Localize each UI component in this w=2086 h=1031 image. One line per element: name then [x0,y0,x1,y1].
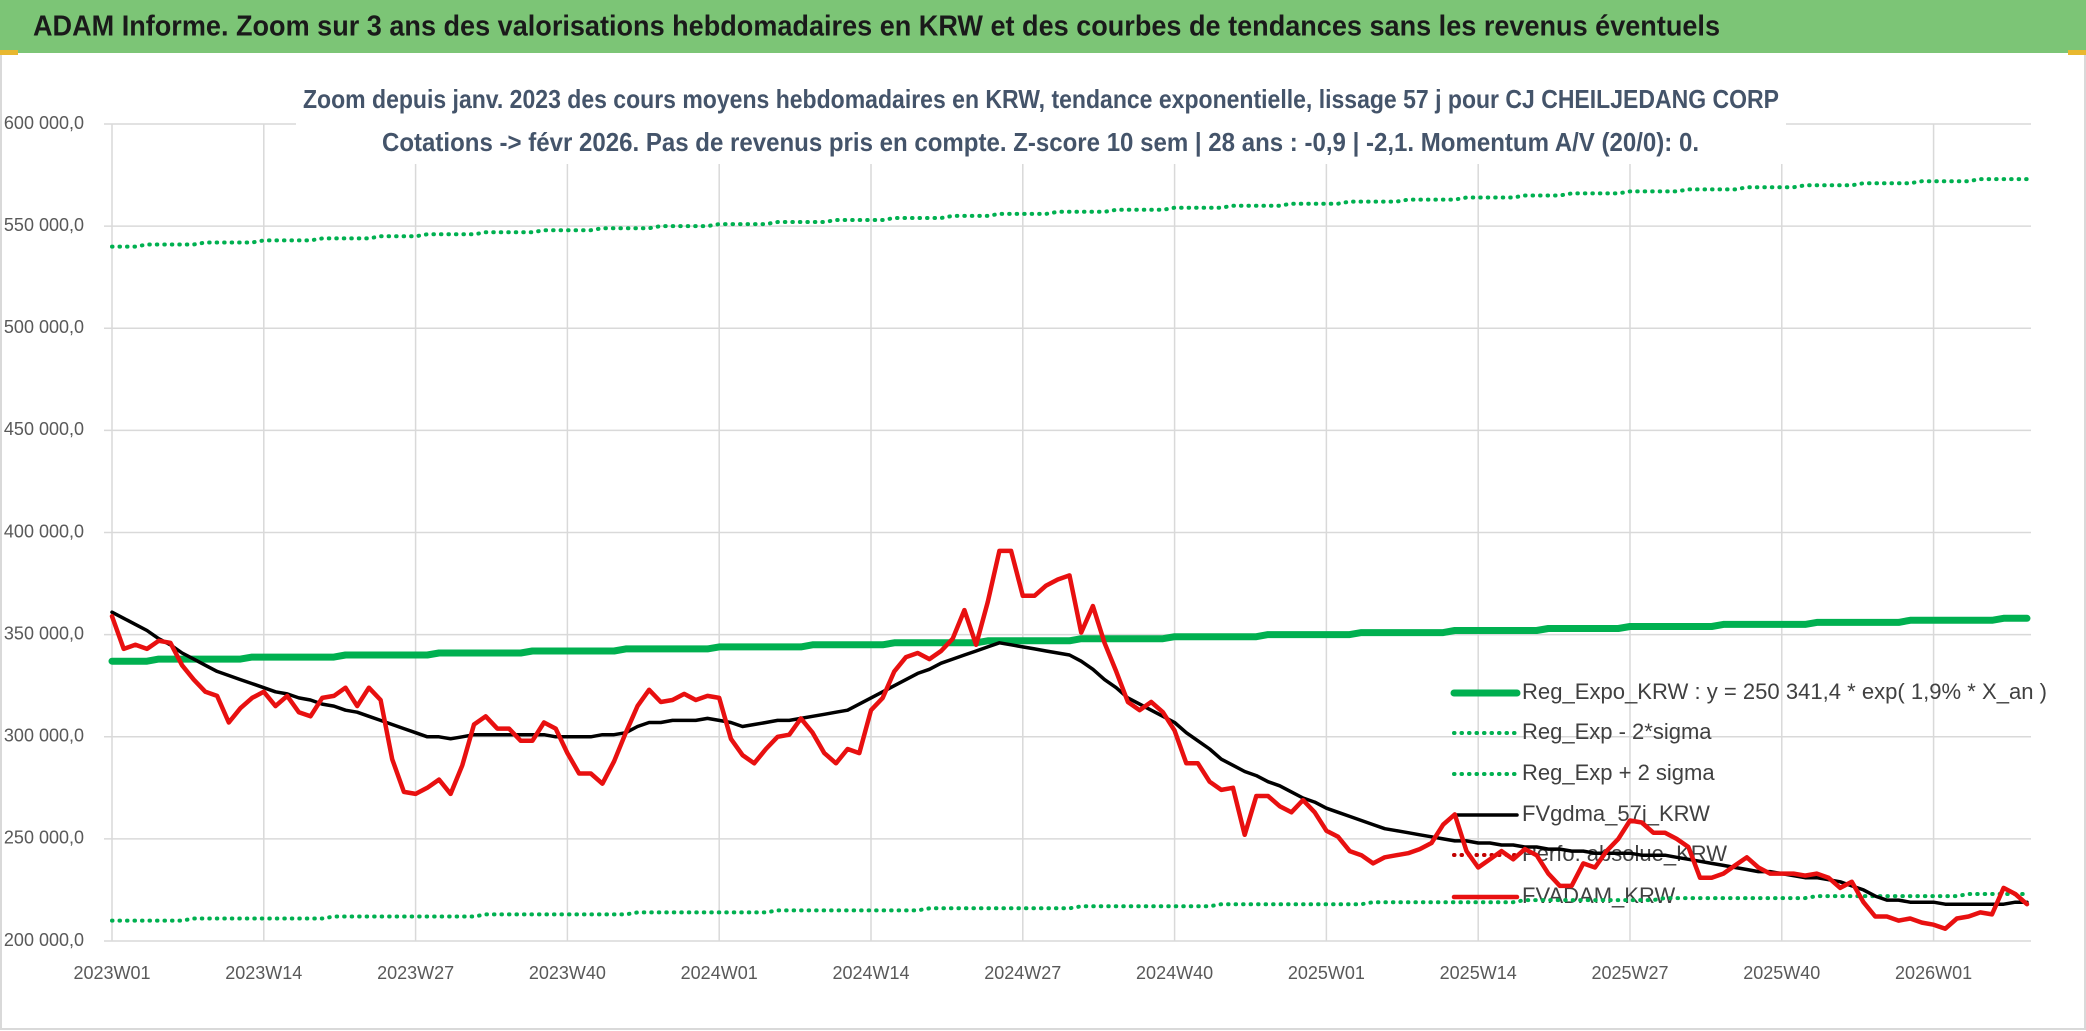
chart-subtitle: Cotations -> févr 2026. Pas de revenus p… [382,127,1699,157]
x-tick-label: 2025W01 [1288,963,1365,983]
corner-accent [2068,50,2086,55]
legend-label: Reg_Expo_KRW : y = 250 341,4 * exp( 1,9%… [1522,679,2047,704]
y-tick-label: 500 000,0 [4,317,84,337]
subtitle-backdrop [296,82,1786,164]
y-tick-label: 450 000,0 [4,419,84,439]
x-tick-label: 2026W01 [1895,963,1972,983]
y-tick-label: 350 000,0 [4,623,84,643]
chart-frame [0,51,2086,1030]
y-tick-label: 300 000,0 [4,726,84,746]
plot-lines [108,177,2031,931]
x-tick-label: 2023W40 [529,963,606,983]
x-tick-label: 2024W27 [984,963,1061,983]
x-tick-label: 2025W27 [1591,963,1668,983]
x-tick-label: 2024W40 [1136,963,1213,983]
x-tick-label: 2023W14 [225,963,302,983]
y-tick-label: 200 000,0 [4,930,84,950]
x-tick-label: 2025W40 [1743,963,1820,983]
corner-accent [0,50,18,55]
series-line [109,548,2030,931]
y-tick-label: 250 000,0 [4,828,84,848]
x-tick-label: 2023W27 [377,963,454,983]
x-tick-label: 2024W14 [832,963,909,983]
chart-subtitle: Zoom depuis janv. 2023 des cours moyens … [303,84,1779,114]
x-tick-label: 2025W14 [1440,963,1517,983]
x-tick-label: 2024W01 [681,963,758,983]
y-tick-label: 600 000,0 [4,113,84,133]
series-line [108,614,2031,665]
legend-label: Reg_Exp - 2*sigma [1522,719,1712,744]
series-line [110,177,2029,249]
x-tick-label: 2023W01 [73,963,150,983]
legend-label: FVADAM_KRW [1522,883,1675,908]
legend-label: Reg_Exp + 2 sigma [1522,760,1715,785]
y-tick-label: 550 000,0 [4,215,84,235]
series-line [110,610,2029,906]
chart-title: ADAM Informe. Zoom sur 3 ans des valoris… [33,11,1720,43]
legend-label: FVgdma_57j_KRW [1522,801,1710,826]
y-tick-label: 400 000,0 [4,521,84,541]
series-line [110,892,2029,923]
header-bar [0,0,2086,53]
